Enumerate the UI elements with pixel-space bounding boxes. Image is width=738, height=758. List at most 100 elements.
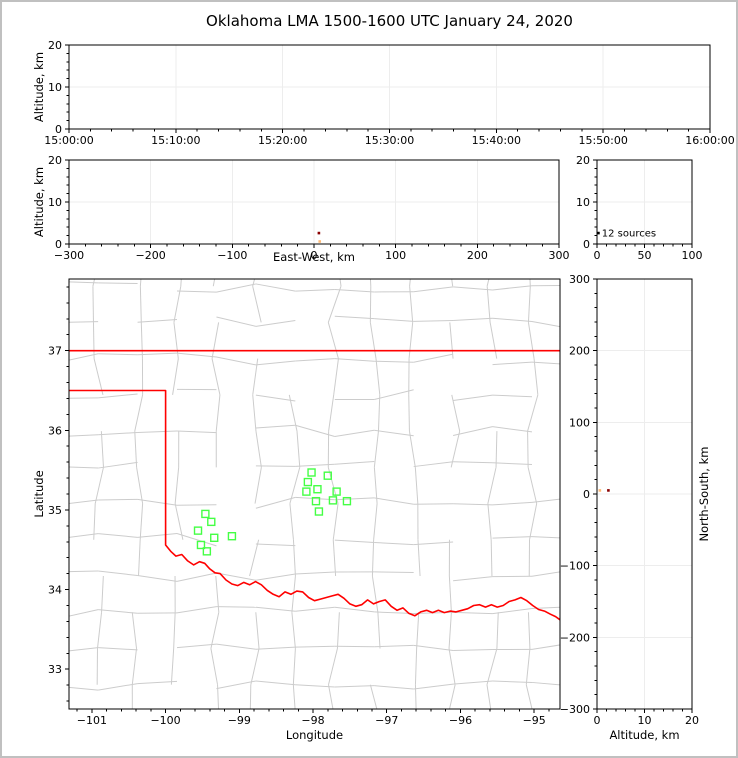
- y-tick-label: 0: [583, 238, 590, 251]
- y-axis-label: Altitude, km: [32, 52, 46, 122]
- lma-source-square: [202, 547, 212, 556]
- x-axis-label: East-West, km: [273, 250, 355, 264]
- lma-source-square: [328, 496, 338, 505]
- x-tick-label: −101: [77, 714, 107, 727]
- y-axis-label: Latitude: [32, 470, 46, 517]
- x-tick-label: 0: [594, 714, 601, 727]
- source-point: [607, 489, 610, 492]
- lma-source-square: [210, 533, 219, 542]
- figure-title: Oklahoma LMA 1500-1600 UTC January 24, 2…: [206, 12, 573, 30]
- y-tick-label: −100: [560, 560, 590, 573]
- x-tick-label: 10: [638, 714, 652, 727]
- grid-lines: [69, 160, 559, 244]
- x-tick-label: −99: [228, 714, 251, 727]
- grid-lines: [597, 279, 692, 709]
- x-tick-label: 15:10:00: [151, 134, 200, 147]
- x-tick-label: 100: [682, 249, 703, 262]
- lma-source-square: [193, 526, 203, 535]
- lma-source-square: [302, 487, 311, 496]
- data-points: [317, 231, 322, 243]
- x-tick-label: −95: [523, 714, 546, 727]
- y-tick-label: 37: [48, 345, 62, 358]
- x-tick-label: 15:40:00: [472, 134, 521, 147]
- axis-ticks: [65, 159, 560, 248]
- source-point: [597, 231, 600, 235]
- x-tick-label: 15:30:00: [365, 134, 414, 147]
- x-tick-label: 300: [549, 249, 570, 262]
- y-tick-label: 10: [576, 196, 590, 209]
- lma-source-square: [342, 496, 352, 506]
- y-tick-label: 20: [48, 39, 62, 52]
- x-tick-label: −96: [449, 714, 472, 727]
- axis-frame: [68, 159, 560, 245]
- lma-source-square: [313, 485, 322, 494]
- axis-ticks: [593, 278, 693, 713]
- axis-frame: [68, 44, 711, 130]
- axis-ticks: [65, 44, 711, 133]
- x-tick-label: 15:00:00: [44, 134, 93, 147]
- state-border: [69, 349, 560, 621]
- x-tick-label: 15:50:00: [578, 134, 627, 147]
- y-tick-label: 10: [48, 81, 62, 94]
- lma-source-square: [332, 487, 341, 496]
- grid-lines: [69, 45, 710, 129]
- y-axis-label: North-South, km: [697, 447, 711, 542]
- lma-source-square: [307, 468, 316, 477]
- y-tick-label: 35: [48, 504, 62, 517]
- y-tick-label: 10: [48, 196, 62, 209]
- map-layers: [69, 279, 560, 709]
- x-axis-label: Altitude, km: [609, 728, 679, 742]
- data-points: [598, 489, 610, 492]
- x-tick-label: 0: [311, 249, 318, 262]
- grid-lines: [597, 160, 692, 244]
- x-tick-label: 100: [385, 249, 406, 262]
- y-tick-label: 200: [569, 345, 590, 358]
- lma-source-square: [323, 471, 332, 480]
- x-axis-label: Longitude: [286, 728, 343, 742]
- y-tick-label: 20: [48, 154, 62, 167]
- x-tick-label: 20: [685, 714, 699, 727]
- y-tick-label: 100: [569, 416, 590, 429]
- panel-northsouth-altitude: 0 10 20 −300 −200 −100 0 100 200 300 Altitude, km N…: [560, 273, 711, 742]
- source-point: [317, 231, 321, 235]
- source-count-annotation: 12 sources: [602, 229, 656, 240]
- source-point: [598, 489, 602, 492]
- x-tick-label: −97: [375, 714, 398, 727]
- y-tick-label: 33: [48, 663, 62, 676]
- county-lines: [69, 279, 560, 709]
- axis-frame: [596, 278, 693, 710]
- data-points: [597, 231, 600, 235]
- y-tick-label: 0: [55, 238, 62, 251]
- y-tick-label: 0: [583, 488, 590, 501]
- x-tick-label: 0: [594, 249, 601, 262]
- y-tick-label: −200: [560, 631, 590, 644]
- panel-source-count: 0 50 100 0 10 20 12 sources: [576, 154, 703, 262]
- source-squares: [193, 468, 352, 556]
- x-tick-label: −200: [136, 249, 166, 262]
- source-point: [318, 240, 322, 243]
- x-tick-label: 50: [638, 249, 652, 262]
- y-axis-label: Altitude, km: [32, 167, 46, 237]
- axis-frame: [68, 278, 561, 710]
- panel-time-altitude: 15:00:00 15:10:00 15:20:00 15:30:00 15:40:00…: [32, 39, 735, 147]
- panel-eastwest-altitude: −300 −200 −100 0 100 200 300 0 10 20 East-West, km…: [32, 154, 570, 264]
- y-tick-label: 300: [569, 273, 590, 286]
- lma-source-square: [196, 540, 206, 550]
- panel-plan-view-map: −101 −100 −99 −98 −97 −96 −95 33 34 35 36 37 Longitu…: [32, 278, 561, 742]
- lma-source-square: [303, 477, 313, 487]
- x-tick-label: −100: [217, 249, 247, 262]
- x-tick-label: −98: [301, 714, 324, 727]
- y-tick-label: 34: [48, 584, 62, 597]
- lma-source-square: [201, 509, 210, 519]
- x-tick-label: −300: [54, 249, 84, 262]
- axis-frame: [596, 159, 693, 245]
- x-tick-label: 200: [467, 249, 488, 262]
- lma-source-square: [227, 532, 237, 541]
- y-tick-label: 0: [55, 123, 62, 136]
- y-tick-label: 20: [576, 154, 590, 167]
- x-tick-label: 15:20:00: [258, 134, 307, 147]
- x-tick-label: 16:00:00: [685, 134, 734, 147]
- x-tick-label: −100: [150, 714, 180, 727]
